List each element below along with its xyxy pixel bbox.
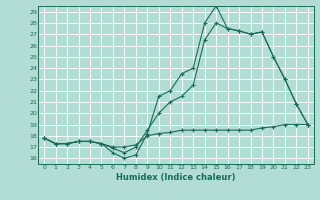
X-axis label: Humidex (Indice chaleur): Humidex (Indice chaleur)	[116, 173, 236, 182]
